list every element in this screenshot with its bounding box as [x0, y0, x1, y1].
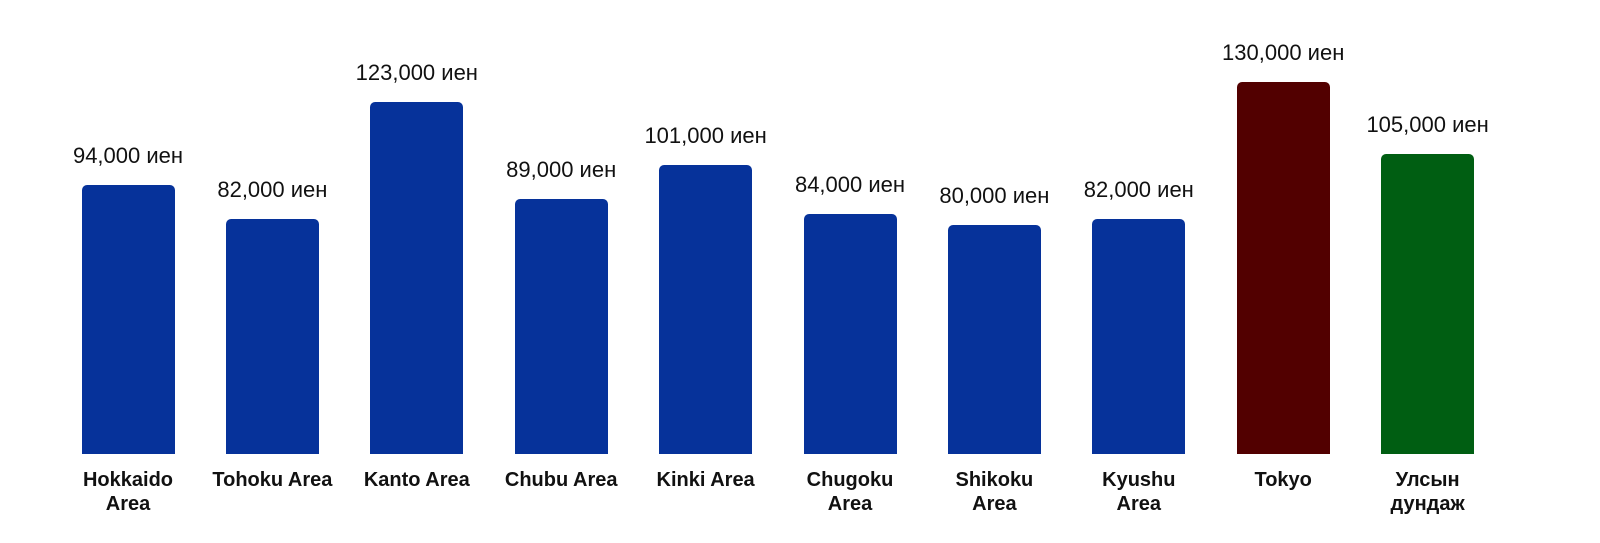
x-tick-label: Kinki Area	[656, 469, 755, 491]
x-tick-label: Tokyo	[1254, 469, 1312, 491]
bar	[370, 102, 464, 454]
x-tick-label: Chugoku Area	[806, 469, 894, 515]
bar	[1092, 219, 1186, 454]
value-label: 105,000 иен	[1366, 111, 1489, 137]
x-tick-label: Kanto Area	[363, 469, 470, 491]
x-tick-label: Hokkaido Area	[82, 469, 174, 515]
x-tick-label: Shikoku Area	[955, 469, 1034, 515]
value-label: 123,000 иен	[355, 60, 478, 86]
bar	[1381, 153, 1475, 454]
bar	[659, 164, 753, 454]
bar	[1236, 82, 1330, 454]
x-tick-label: Kyushu Area	[1102, 469, 1176, 515]
value-label: 94,000 иен	[72, 143, 184, 168]
value-label: 82,000 иен	[1083, 177, 1194, 203]
bar	[803, 213, 897, 454]
value-label: 101,000 иен	[644, 122, 767, 148]
x-tick-label: Chubu Area	[504, 469, 618, 491]
value-label: 89,000 иен	[506, 157, 617, 183]
bar	[225, 219, 319, 454]
value-label: 130,000 иен	[1222, 40, 1345, 65]
bar	[947, 225, 1041, 454]
x-tick-label: Улсын дундаж	[1390, 469, 1465, 515]
value-label: 84,000 иен	[794, 171, 906, 197]
value-label: 80,000 иен	[939, 183, 1050, 209]
x-tick-label: Tohoku Area	[212, 469, 333, 491]
value-label: 82,000 иен	[217, 177, 328, 203]
bar	[514, 199, 608, 454]
bar	[81, 185, 175, 454]
